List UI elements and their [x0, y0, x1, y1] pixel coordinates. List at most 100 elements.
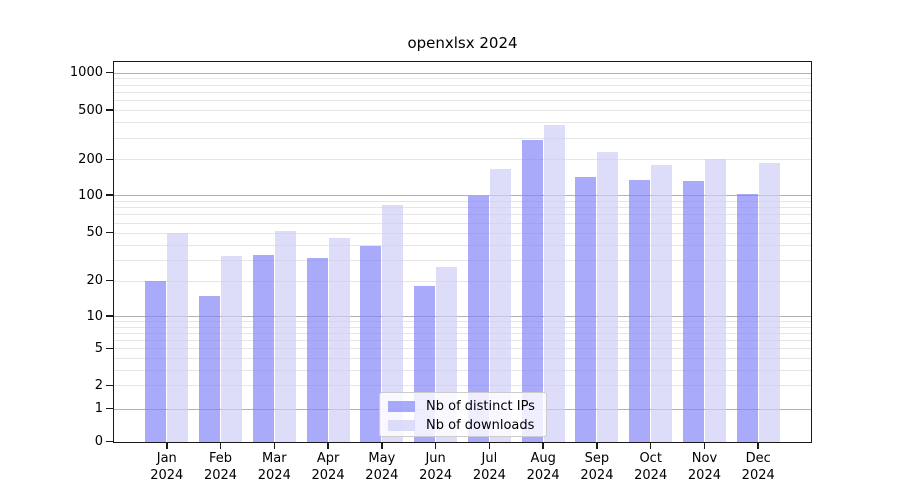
x-tick-mark	[166, 443, 168, 449]
minor-gridline	[114, 207, 811, 209]
minor-gridline	[114, 232, 811, 234]
y-tick-mark	[106, 384, 113, 387]
x-tick-month: Feb	[209, 451, 233, 466]
major-gridline	[114, 72, 811, 74]
x-tick-month: Oct	[639, 451, 662, 466]
y-tick-mark	[106, 194, 113, 196]
x-tick-label: Dec 2024	[716, 450, 800, 484]
x-tick-year: 2024	[634, 468, 668, 483]
x-tick-month: Jan	[156, 451, 177, 466]
minor-gridline	[114, 200, 811, 202]
y-tick-mark	[106, 407, 113, 410]
major-gridline	[114, 195, 811, 196]
y-tick-label: 5	[94, 340, 103, 356]
bar-distinct-ips-may	[360, 245, 382, 442]
y-tick-mark	[106, 109, 113, 111]
y-tick-mark	[106, 71, 113, 74]
x-tick-month: Sep	[584, 451, 610, 466]
x-tick-label: Jan 2024	[125, 450, 209, 484]
x-tick-mark	[596, 443, 598, 449]
x-tick-month: Nov	[691, 451, 718, 466]
bar-distinct-ips-oct	[629, 179, 651, 442]
x-tick-mark	[219, 443, 222, 449]
minor-gridline	[114, 137, 811, 139]
minor-gridline	[114, 100, 811, 102]
minor-gridline	[114, 244, 811, 246]
x-tick-label: Nov 2024	[662, 450, 746, 484]
y-tick-label: 50	[86, 225, 103, 241]
legend-label-downloads: Nb of downloads	[426, 418, 535, 433]
minor-gridline	[114, 259, 811, 261]
y-tick-mark	[106, 231, 113, 234]
bar-downloads-nov	[704, 159, 726, 442]
bar-downloads-dec	[758, 163, 780, 442]
bar-distinct-ips-jul	[467, 196, 489, 442]
y-tick-mark	[106, 347, 113, 350]
y-tick-label: 0	[94, 434, 103, 449]
legend-swatch-downloads-icon	[388, 420, 415, 431]
x-tick-year: 2024	[419, 468, 453, 483]
plot-area: Nb of distinct IPs Nb of downloads	[113, 61, 812, 443]
y-tick-label: 500	[78, 102, 103, 118]
legend: Nb of distinct IPs Nb of downloads	[379, 392, 547, 437]
x-tick-label: May 2024	[340, 450, 424, 484]
bar-downloads-may	[382, 205, 404, 442]
x-tick-label: Aug 2024	[501, 450, 585, 484]
minor-gridline	[114, 358, 811, 360]
minor-gridline	[114, 91, 811, 93]
minor-gridline	[114, 110, 811, 111]
x-tick-mark	[434, 443, 437, 449]
legend-swatch-distinct-ips-icon	[388, 401, 415, 412]
y-tick-label: 200	[78, 151, 103, 167]
bar-downloads-sep	[597, 151, 619, 442]
bar-downloads-feb	[221, 256, 243, 442]
x-tick-mark	[381, 443, 383, 449]
bar-distinct-ips-jan	[145, 280, 167, 442]
x-tick-month: Dec	[745, 451, 771, 466]
x-tick-label: Mar 2024	[232, 450, 316, 484]
minor-gridline	[114, 222, 811, 224]
minor-gridline	[114, 369, 811, 371]
x-tick-year: 2024	[687, 468, 721, 483]
y-tick-mark	[106, 158, 113, 161]
x-tick-year: 2024	[150, 468, 184, 483]
x-tick-year: 2024	[472, 468, 506, 483]
x-tick-year: 2024	[365, 468, 399, 483]
x-tick-month: Apr	[316, 451, 340, 466]
y-tick-label: 10	[86, 308, 103, 324]
x-tick-month: Aug	[530, 451, 556, 466]
x-tick-year: 2024	[580, 468, 614, 483]
y-tick-label: 100	[78, 187, 103, 203]
minor-gridline	[114, 321, 811, 323]
x-tick-label: Jun 2024	[394, 450, 478, 484]
x-tick-label: Jul 2024	[447, 450, 531, 484]
x-tick-mark	[703, 443, 706, 449]
x-tick-year: 2024	[526, 468, 560, 483]
bar-distinct-ips-apr	[306, 257, 328, 442]
bar-distinct-ips-feb	[199, 295, 221, 442]
minor-gridline	[114, 78, 811, 80]
legend-item-distinct-ips: Nb of distinct IPs	[380, 397, 546, 416]
major-gridline	[114, 316, 811, 317]
x-tick-year: 2024	[311, 468, 345, 483]
y-tick-label: 1000	[69, 65, 103, 81]
minor-gridline	[114, 340, 811, 342]
x-tick-month: Mar	[262, 451, 287, 466]
x-tick-mark	[757, 443, 759, 449]
x-tick-label: Oct 2024	[609, 450, 693, 484]
bar-distinct-ips-nov	[682, 180, 704, 442]
bar-distinct-ips-sep	[575, 176, 597, 442]
x-tick-month: May	[368, 451, 396, 466]
bar-distinct-ips-aug	[521, 140, 543, 442]
x-tick-mark	[649, 443, 652, 449]
chart-title: openxlsx 2024	[407, 34, 518, 52]
y-tick-mark	[106, 279, 113, 282]
x-tick-mark	[273, 443, 276, 449]
bar-downloads-oct	[651, 165, 673, 442]
x-tick-mark	[542, 443, 544, 449]
minor-gridline	[114, 122, 811, 124]
minor-gridline	[114, 348, 811, 350]
y-tick-label: 2	[94, 377, 103, 393]
bar-distinct-ips-mar	[252, 254, 274, 442]
